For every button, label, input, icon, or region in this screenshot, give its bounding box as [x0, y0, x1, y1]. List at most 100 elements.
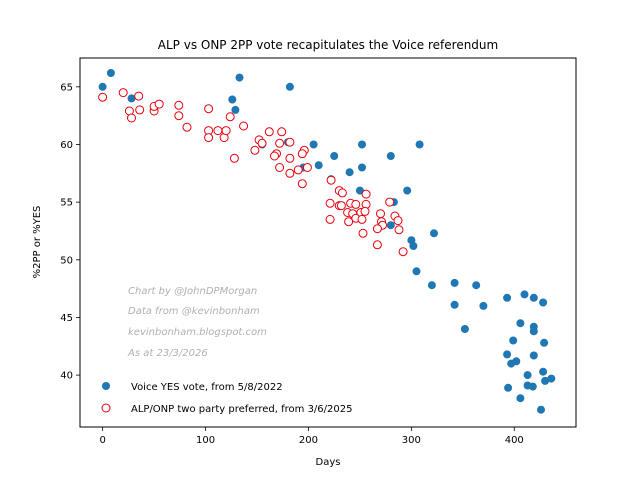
- alp-onp-point: [285, 168, 295, 178]
- voice-yes-point: [529, 327, 538, 336]
- voice-yes-point: [503, 350, 512, 359]
- alp-onp-point: [174, 100, 184, 110]
- legend-label-voice: Voice YES vote, from 5/8/2022: [131, 382, 283, 393]
- alp-onp-point: [98, 92, 108, 102]
- voice-yes-point: [520, 290, 529, 299]
- voice-yes-point: [314, 161, 323, 170]
- annotation-data-source: Data from @kevinbonham: [128, 306, 260, 317]
- y-tick-label: 50: [60, 255, 73, 266]
- legend-label-alp-onp: ALP/ONP two party preferred, from 3/6/20…: [131, 404, 352, 415]
- alp-onp-point: [293, 165, 303, 175]
- alp-onp-point: [239, 121, 249, 131]
- x-tick-label: 100: [196, 435, 215, 446]
- alp-onp-point: [302, 163, 312, 172]
- alp-onp-point: [257, 138, 267, 148]
- alp-onp-point: [398, 247, 408, 257]
- voice-yes-point: [98, 82, 107, 91]
- voice-yes-point: [512, 357, 521, 366]
- alp-onp-point: [357, 214, 367, 224]
- voice-yes-point: [539, 298, 548, 307]
- x-tick-label: 0: [99, 435, 105, 446]
- alp-onp-point: [229, 153, 239, 163]
- alp-onp-point: [361, 189, 371, 199]
- data-points: [98, 69, 556, 414]
- voice-yes-point: [409, 242, 418, 250]
- alp-onp-point: [326, 175, 336, 185]
- axes-ticks: 0 100 200 300 400 40 45 50 55 60 65: [60, 82, 524, 446]
- legend-marker-voice: [102, 382, 110, 390]
- annotation-date: As at 23/3/2026: [127, 348, 208, 359]
- alp-onp-point: [325, 198, 335, 208]
- voice-yes-point: [503, 293, 512, 302]
- legend-marker-alp-onp: [101, 403, 111, 413]
- voice-yes-point: [412, 267, 421, 276]
- alp-onp-point: [285, 153, 295, 163]
- voice-yes-point: [345, 168, 354, 177]
- alp-onp-point: [336, 201, 346, 211]
- y-tick-label: 60: [60, 140, 73, 151]
- legend: Voice YES vote, from 5/8/2022 ALP/ONP tw…: [101, 382, 352, 415]
- alp-onp-point: [182, 122, 192, 132]
- y-tick-label: 40: [60, 371, 73, 382]
- voice-yes-point: [430, 229, 438, 238]
- x-tick-label: 200: [299, 435, 318, 446]
- alp-onp-point: [285, 137, 295, 147]
- alp-onp-point: [127, 113, 136, 123]
- voice-yes-point: [523, 371, 532, 380]
- voice-yes-point: [539, 367, 548, 376]
- alp-onp-point: [393, 216, 403, 226]
- voice-yes-point: [450, 300, 459, 309]
- alp-onp-point: [213, 126, 223, 136]
- voice-yes-point: [529, 293, 538, 302]
- voice-yes-point: [504, 383, 513, 392]
- voice-yes-point: [541, 376, 550, 385]
- voice-yes-point: [472, 281, 481, 290]
- alp-onp-point: [297, 179, 307, 189]
- series-alp-onp-2pp: [98, 88, 408, 257]
- alp-onp-point: [221, 126, 231, 136]
- x-tick-label: 400: [505, 435, 524, 446]
- alp-onp-point: [360, 206, 370, 216]
- alp-onp-point: [297, 149, 307, 159]
- alp-onp-point: [154, 99, 164, 109]
- alp-onp-point: [270, 151, 279, 161]
- alp-onp-point: [134, 91, 144, 101]
- alp-onp-point: [325, 214, 335, 224]
- alp-onp-point: [204, 104, 214, 114]
- voice-yes-point: [516, 394, 525, 403]
- voice-yes-point: [479, 301, 488, 310]
- alp-onp-point: [275, 138, 285, 148]
- voice-yes-point: [529, 351, 538, 360]
- voice-yes-point: [460, 325, 469, 333]
- alp-onp-point: [394, 225, 404, 235]
- voice-yes-point: [285, 82, 294, 91]
- annotation-website: kevinbonham.blogspot.com: [128, 327, 267, 338]
- alp-onp-point: [344, 217, 354, 227]
- alp-onp-point: [277, 127, 287, 137]
- voice-yes-point: [386, 221, 395, 230]
- voice-yes-point: [415, 140, 424, 149]
- y-tick-label: 65: [60, 82, 73, 93]
- voice-yes-point: [403, 186, 412, 195]
- voice-yes-point: [509, 336, 518, 345]
- voice-yes-point: [537, 405, 545, 414]
- x-axis-label: Days: [316, 457, 341, 468]
- alp-onp-point: [174, 111, 184, 121]
- voice-yes-point: [528, 382, 537, 391]
- annotation-block: Chart by @JohnDPMorgan Data from @kevinb…: [127, 286, 267, 359]
- annotation-credit: Chart by @JohnDPMorgan: [128, 286, 257, 297]
- x-tick-label: 300: [402, 435, 421, 446]
- alp-onp-point: [250, 145, 260, 155]
- alp-onp-point: [351, 199, 361, 209]
- alp-onp-point: [372, 224, 382, 234]
- alp-onp-point: [337, 188, 347, 198]
- voice-yes-point: [358, 163, 366, 172]
- plot-frame: [79, 57, 577, 428]
- voice-yes-point: [309, 140, 318, 149]
- alp-onp-point: [372, 240, 382, 250]
- alp-onp-point: [135, 105, 145, 115]
- voice-yes-point: [547, 374, 556, 383]
- voice-yes-point: [450, 278, 459, 287]
- y-tick-label: 45: [60, 313, 73, 324]
- alp-onp-point: [225, 112, 235, 122]
